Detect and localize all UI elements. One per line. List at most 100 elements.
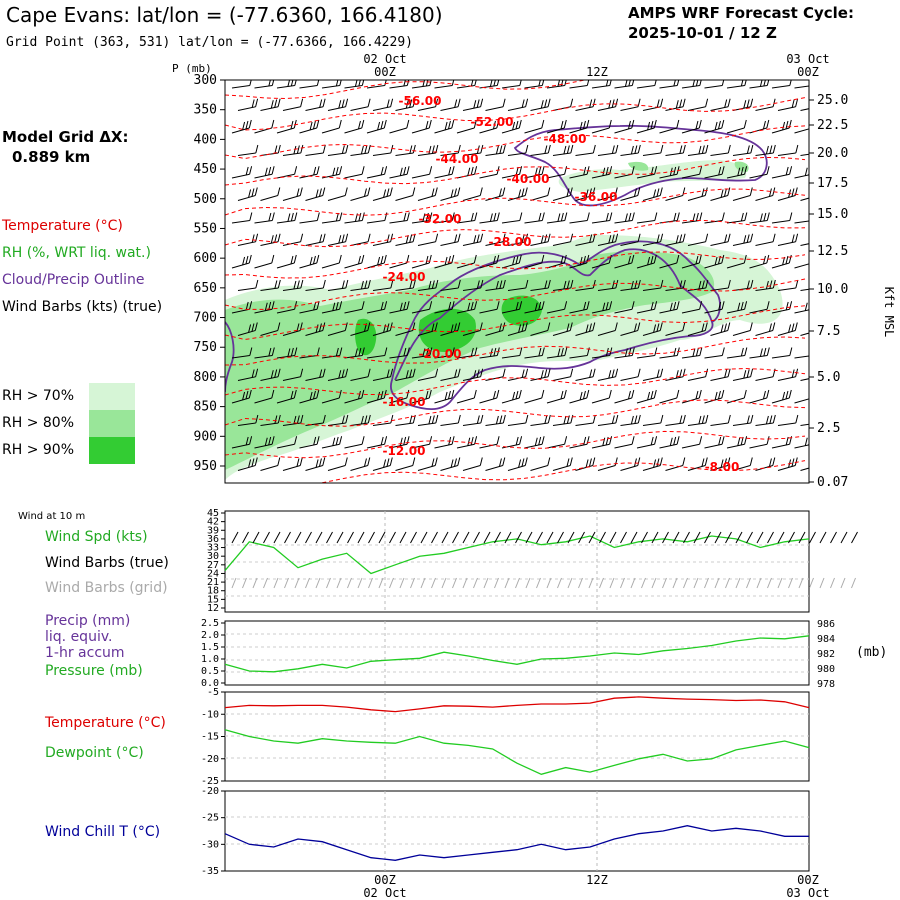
wind-barb-feather [254,187,258,196]
wind-barb-feather [538,347,542,357]
height-tick-label: 17.5 [817,176,848,191]
wind-barb [254,262,272,269]
temperature-contour-label: -36.00 [575,190,618,204]
wind-barb-feather [322,144,326,154]
wind-barb-feather [585,324,589,333]
temperature-contour [225,188,806,216]
wind-barb [507,152,526,156]
surface-wind-barb-grid [263,577,268,589]
wind-barb-feather [785,120,789,130]
wind-barb [485,465,503,471]
wind-barb-feather [518,459,522,468]
wind-barb-feather [656,234,660,243]
wind-barb-feather [429,436,433,445]
wind-barb-feather [384,436,388,445]
wind-barb-feather [615,233,619,242]
surface-wind-barb-true [725,531,732,544]
wind-barb [591,262,610,269]
wind-barb-feather [534,167,538,176]
wind-barb-feather [605,436,609,446]
wind-barb-feather [721,389,725,399]
wind-barb-feather [538,166,542,176]
wind-barb-feather [592,368,596,377]
wind-barb [524,219,543,224]
wind-barb [749,219,768,224]
wind-barb-feather [264,167,268,176]
wind-barb-feather [470,436,474,446]
wind-barb-feather [384,212,388,221]
wind-barb [254,397,272,404]
wind-barb-feather [750,144,754,154]
wind-barb-feather [457,144,461,154]
wind-header: Wind at 10 m [18,511,85,522]
surface-wind-barb-grid [809,577,814,589]
wind-barb-feather [744,347,748,356]
surface-wind-barb-true [504,531,512,544]
wind-barb-feather [656,99,660,108]
wind-barb-feather [759,80,763,87]
wind-barb-feather [582,255,586,265]
wind-barb-feather [624,80,628,87]
wind-barb-feather [795,414,799,424]
wind-barb-feather [294,436,298,445]
wind-barb-feather [434,457,438,466]
wind-barb-feather [358,347,362,357]
wind-barb-feather [524,322,528,331]
wind-barb [440,287,459,291]
wind-barb-feather [766,80,770,86]
wind-barb [530,422,549,426]
wind-barb-feather [268,80,271,87]
wind-barb-feather [541,166,545,175]
wind-barb-feather [361,254,365,264]
wind-barb-feather [341,369,345,378]
height-tick-label: 12.5 [817,244,848,259]
wind-barb [575,152,594,156]
wind-barb-feather [367,414,371,424]
temperature-contour-label: -56.00 [399,94,442,108]
wind-barb [620,241,639,246]
wind-barb-feather [772,279,776,289]
wind-barb-feather [637,279,641,289]
wind-barb-feather [727,233,731,242]
wind-barb [732,376,751,381]
wind-barb-feather [422,213,426,222]
wind-barb-feather [312,255,316,265]
wind-barb-feather [409,145,413,154]
wind-barb-feather [592,144,596,154]
wind-barb [282,465,301,471]
swatch-rh70 [89,383,135,410]
surface-wind-barb-grid [830,577,835,589]
wind-barb-feather [249,80,252,86]
wind-barb-feather [592,98,596,107]
wind-barb-feather [659,187,663,196]
wind-barb [321,127,340,134]
surface-wind-barb-grid [389,577,394,589]
wind-barb [749,173,768,179]
wind-barb-feather [727,414,731,424]
wind-barb-feather [785,255,789,265]
temperature-contour [225,80,758,100]
wind-barb-feather [249,166,253,175]
wind-barb-feather [743,389,747,399]
surface-wind-barb-true [536,531,543,544]
precip-panel-frame [224,620,810,686]
wind-barb-feather [293,254,297,264]
wind-barb-feather [768,458,772,467]
wind-barb-feather [450,459,454,468]
wind-barb-feather [704,457,708,466]
wind-barb-feather [480,414,484,424]
wind-barb-feather [473,370,477,379]
wind-barb-feather [476,234,480,243]
wind-barb-feather [705,98,709,107]
wind-barb-feather [300,233,304,242]
legend-cloud: Cloud/Precip Outline [2,272,145,288]
wind-barb-feather [766,389,770,399]
wind-barb-feather [386,99,390,108]
wind-barb-feather [341,234,345,243]
wind-barb [237,152,256,156]
pressure-tick-label: 750 [194,340,217,355]
wind-barb-feather [679,145,683,154]
wind-barb [389,127,407,134]
wind-barb [614,84,633,89]
wind-barb-feather [318,458,322,467]
